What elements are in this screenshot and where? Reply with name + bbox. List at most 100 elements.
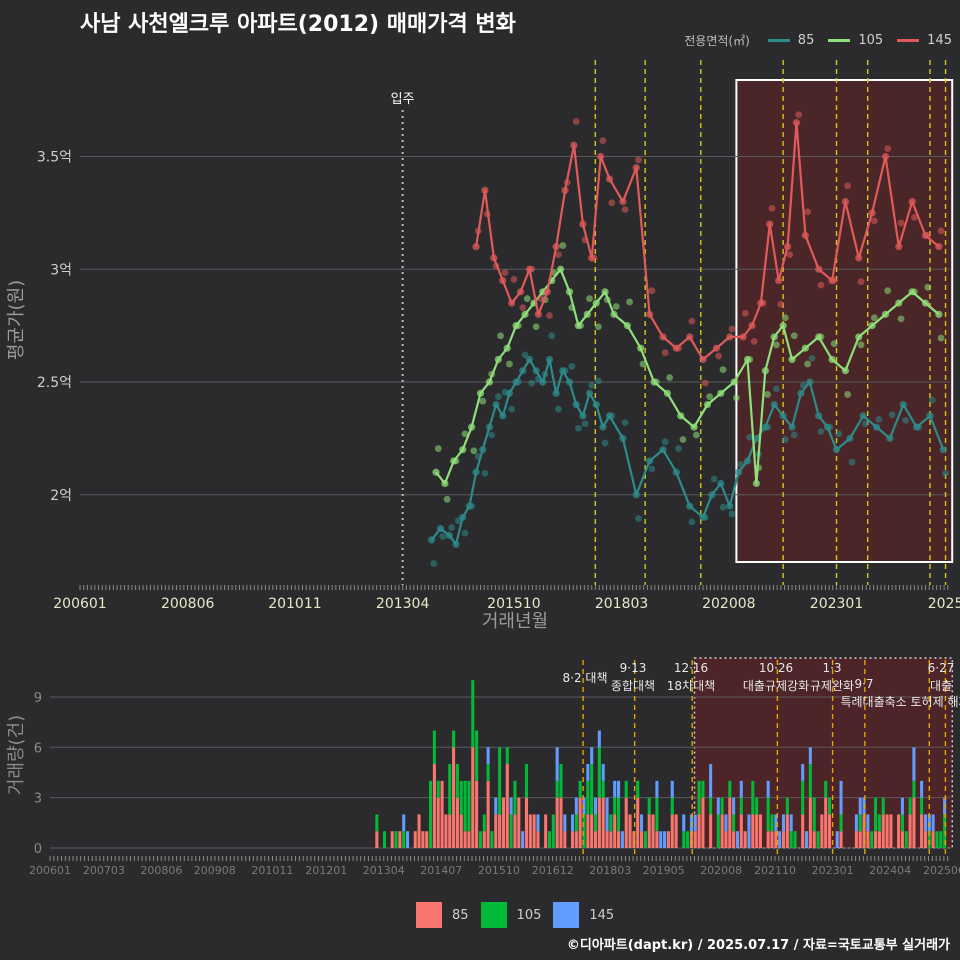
trade-point-145 (715, 352, 722, 360)
volume-bar-85 (609, 831, 613, 848)
data-point-145 (481, 186, 489, 194)
trade-point-85 (773, 385, 780, 393)
volume-bar-85 (471, 747, 475, 848)
trade-point-85 (915, 423, 923, 431)
data-point-85 (743, 457, 752, 465)
data-point-145 (570, 141, 578, 149)
trade-point-145 (759, 299, 767, 307)
volume-bar-85 (758, 814, 763, 848)
volume-bar-105 (455, 764, 459, 798)
x-tick-label: 201304 (376, 596, 430, 612)
trade-point-105 (443, 495, 451, 503)
volume-bar-105 (755, 797, 759, 815)
volume-bar-105 (812, 797, 816, 832)
trade-point-85 (790, 431, 798, 439)
trade-point-85 (541, 370, 549, 378)
trade-point-145 (528, 265, 536, 273)
policy-label: 종합대책 (611, 678, 655, 693)
volume-bar-85 (524, 797, 529, 848)
trade-point-145 (546, 312, 553, 319)
data-point-105 (801, 344, 809, 352)
trade-point-85 (430, 560, 438, 567)
trade-point-105 (497, 332, 504, 340)
trade-point-105 (434, 445, 442, 452)
volume-bar-85 (597, 797, 601, 848)
volume-bar-145 (593, 797, 598, 815)
data-point-85 (579, 412, 587, 420)
volume-bar-85 (628, 814, 632, 848)
volume-bar-145 (563, 814, 567, 832)
trade-point-85 (808, 354, 816, 362)
data-point-85 (708, 491, 716, 499)
volume-bar-145 (801, 764, 805, 781)
volume-bar-145 (486, 747, 490, 765)
data-point-85 (572, 400, 580, 409)
volume-bar-85 (751, 814, 755, 848)
trade-point-105 (764, 391, 771, 398)
data-point-105 (717, 389, 725, 397)
volume-bar-105 (436, 780, 440, 798)
trade-point-105 (612, 303, 620, 310)
data-point-145 (895, 243, 903, 251)
y-tick-label-bottom: 6 (34, 741, 42, 756)
trade-point-105 (755, 464, 763, 472)
trade-point-145 (870, 217, 878, 225)
trade-point-145 (621, 206, 629, 213)
trade-point-85 (888, 411, 896, 419)
volume-bar-105 (900, 814, 904, 832)
trade-point-85 (601, 439, 609, 447)
data-point-145 (686, 333, 694, 341)
data-point-145 (801, 231, 809, 240)
trade-point-145 (648, 287, 656, 295)
volume-bar-85 (467, 831, 471, 848)
data-point-85 (525, 355, 534, 364)
volume-bar-145 (693, 814, 697, 832)
trade-point-85 (481, 469, 489, 477)
data-point-145 (508, 299, 516, 307)
trade-point-85 (561, 367, 569, 375)
policy-label: 9·7 (854, 677, 873, 691)
data-point-105 (601, 288, 609, 296)
data-point-85 (726, 502, 734, 510)
volume-bar-105 (486, 764, 490, 781)
data-point-145 (739, 333, 747, 341)
trade-point-145 (817, 281, 825, 289)
trade-point-145 (768, 204, 776, 212)
data-point-105 (476, 389, 485, 397)
volume-bar-105 (429, 780, 433, 848)
data-point-85 (552, 389, 560, 397)
legend-label-145: 145 (927, 33, 952, 48)
trade-point-145 (830, 277, 838, 284)
trade-point-85 (675, 445, 682, 452)
x-tick-label-bottom: 201803 (589, 864, 631, 877)
volume-bar-85 (647, 814, 651, 848)
trade-point-85 (581, 420, 589, 428)
volume-bar-105 (943, 814, 947, 848)
data-point-145 (815, 265, 823, 273)
trade-point-85 (875, 415, 883, 423)
volume-bar-85 (390, 831, 394, 848)
volume-bar-145 (839, 780, 843, 815)
volume-bar-105 (452, 730, 456, 748)
volume-bar-85 (720, 814, 724, 848)
volume-bar-105 (624, 780, 628, 798)
volume-bar-85 (413, 831, 417, 848)
volume-bar-145 (920, 780, 924, 798)
highlight-region (735, 79, 954, 563)
volume-bar-105 (920, 797, 924, 815)
data-point-105 (730, 378, 738, 386)
volume-bar-105 (728, 780, 732, 798)
volume-bar-85 (444, 814, 448, 848)
volume-bar-105 (816, 831, 820, 848)
x-axis-title: 거래년월 (482, 611, 548, 632)
data-point-145 (748, 322, 756, 330)
data-point-145 (552, 243, 560, 251)
volume-bar-105 (839, 814, 843, 832)
volume-bar-85 (501, 797, 505, 848)
trade-point-145 (572, 118, 580, 125)
trade-point-145 (897, 219, 905, 227)
volume-bar-105 (459, 780, 463, 815)
policy-label: 8·2 대책 (563, 670, 608, 685)
volume-bar-145 (900, 797, 904, 815)
y-tick-label: 2.5억 (37, 375, 72, 391)
